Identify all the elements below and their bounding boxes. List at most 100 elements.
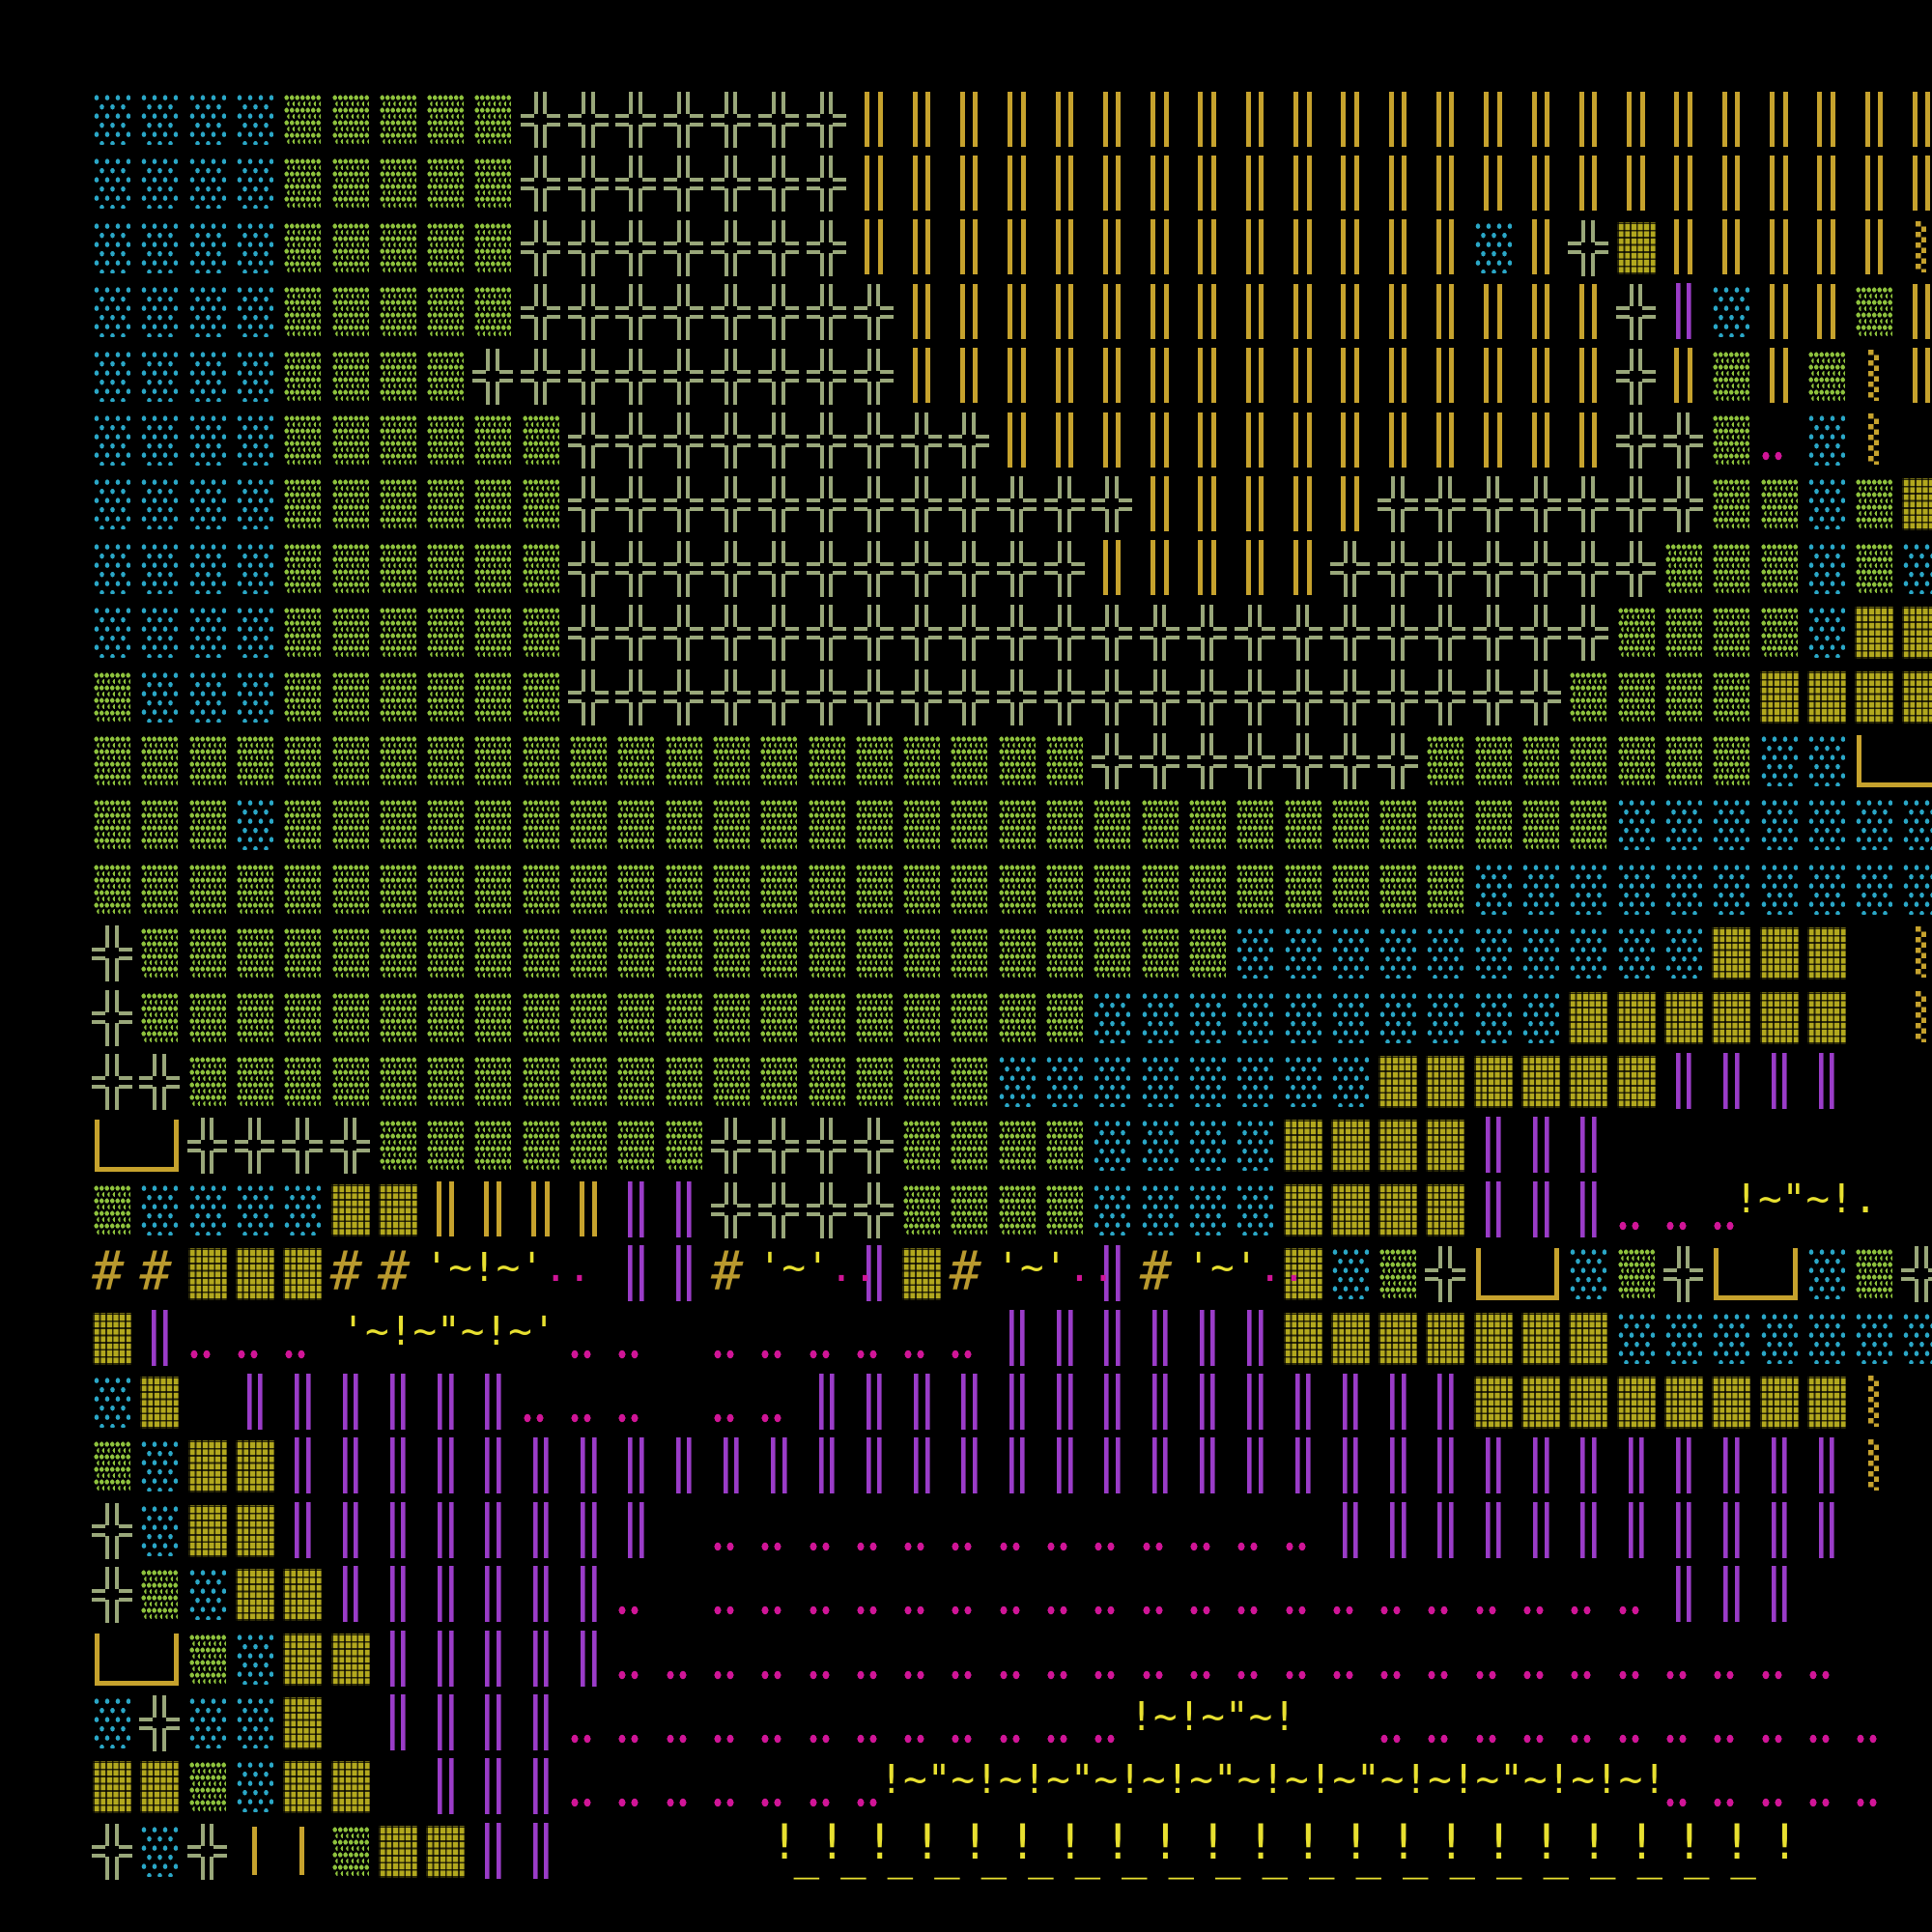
double-bar-purple bbox=[1708, 1049, 1756, 1114]
dot-pair-magenta bbox=[1851, 1690, 1899, 1755]
double-bar-purple bbox=[1232, 1305, 1280, 1370]
dense-shade-block-olive bbox=[93, 1761, 131, 1814]
medium-shade-block-green bbox=[379, 543, 416, 594]
double-bar-gold bbox=[1851, 151, 1899, 215]
medium-shade-block-green bbox=[522, 1057, 559, 1107]
light-shade-block-cyan bbox=[1236, 1184, 1274, 1236]
medium-shade-block-green bbox=[427, 222, 465, 273]
double-bar-gold bbox=[993, 343, 1041, 408]
zigzag-glyph bbox=[1868, 1439, 1880, 1492]
double-bar-gold bbox=[1375, 214, 1423, 280]
dot-pair-magenta bbox=[1612, 1177, 1661, 1242]
medium-shade-block-green bbox=[474, 1057, 512, 1107]
dense-shade-block-olive bbox=[1569, 1312, 1608, 1365]
double-bar-gold bbox=[1518, 214, 1566, 280]
double-bar-purple bbox=[374, 1690, 423, 1755]
dot-pair-magenta bbox=[1755, 1626, 1804, 1690]
dot-pair-magenta bbox=[850, 1754, 899, 1819]
dot-pair-magenta bbox=[803, 1690, 851, 1755]
dense-shade-block-olive bbox=[1855, 607, 1894, 660]
double-bar-purple bbox=[946, 1434, 994, 1498]
medium-shade-block-green bbox=[903, 1057, 941, 1107]
dot-pair-magenta bbox=[946, 1690, 994, 1755]
dense-shade-block-olive bbox=[1569, 1377, 1608, 1429]
medium-shade-block-green bbox=[1713, 351, 1750, 402]
dot-pair-magenta bbox=[1565, 1626, 1613, 1690]
medium-shade-block-green bbox=[1141, 800, 1179, 851]
light-shade-block-cyan bbox=[236, 1762, 273, 1813]
cup-glyph bbox=[1475, 1248, 1560, 1301]
double-bar-purple bbox=[1375, 1497, 1423, 1563]
medium-shade-block-green bbox=[1379, 1249, 1417, 1300]
medium-shade-block-green bbox=[570, 800, 607, 851]
medium-shade-block-green bbox=[808, 800, 845, 851]
double-bar-purple bbox=[1136, 1305, 1184, 1370]
dot-pair-magenta bbox=[1660, 1690, 1709, 1755]
medium-shade-block-green bbox=[1713, 608, 1750, 659]
double-bar-purple bbox=[660, 1241, 708, 1306]
zigzag-glyph bbox=[1868, 1376, 1880, 1427]
medium-shade-block-green bbox=[379, 864, 416, 915]
double-cross-glyph bbox=[1469, 664, 1518, 728]
medium-shade-block-green bbox=[998, 1184, 1036, 1236]
light-shade-block-cyan bbox=[236, 671, 273, 723]
double-cross-glyph bbox=[89, 921, 137, 985]
dot-pair-magenta bbox=[1089, 1690, 1137, 1755]
double-cross-glyph bbox=[946, 471, 994, 536]
double-bar-purple bbox=[1375, 1434, 1423, 1498]
light-shade-block-cyan bbox=[1760, 864, 1798, 915]
dot-pair-magenta bbox=[1136, 1562, 1184, 1627]
double-cross-glyph bbox=[517, 279, 565, 344]
double-cross-glyph bbox=[1326, 728, 1376, 793]
medium-shade-block-green bbox=[1664, 671, 1702, 723]
light-shade-block-cyan bbox=[1856, 864, 1893, 915]
double-bar-gold bbox=[1041, 214, 1090, 280]
double-bar-gold bbox=[1279, 471, 1327, 536]
dense-shade-block-olive bbox=[1759, 670, 1799, 724]
medium-shade-block-green bbox=[1617, 1249, 1655, 1300]
double-cross-glyph bbox=[1469, 535, 1518, 601]
double-cross-glyph bbox=[803, 1113, 851, 1178]
double-bar-purple bbox=[1469, 1177, 1518, 1242]
medium-shade-block-green bbox=[760, 800, 798, 851]
dot-pair-magenta bbox=[898, 1562, 947, 1627]
light-shade-block-cyan bbox=[1903, 1313, 1932, 1364]
medium-shade-block-green bbox=[474, 1121, 512, 1172]
double-cross-glyph bbox=[1089, 664, 1137, 728]
medium-shade-block-green bbox=[1046, 864, 1083, 915]
medium-shade-block-green bbox=[141, 864, 179, 915]
dot-pair-magenta bbox=[1469, 1562, 1518, 1627]
dot-pair-magenta bbox=[565, 1370, 613, 1435]
double-cross-glyph bbox=[612, 408, 661, 472]
hash-glyph: # bbox=[377, 1240, 411, 1304]
light-shade-block-cyan bbox=[188, 543, 226, 594]
light-shade-block-cyan bbox=[1807, 479, 1845, 530]
medium-shade-block-green bbox=[617, 864, 655, 915]
medium-shade-block-green bbox=[998, 992, 1036, 1043]
medium-shade-block-green bbox=[522, 671, 559, 723]
double-bar-gold bbox=[1565, 408, 1613, 472]
dot-run: .. bbox=[543, 1243, 592, 1291]
light-shade-block-cyan bbox=[1617, 1313, 1655, 1364]
dot-pair-magenta bbox=[946, 1497, 994, 1563]
double-bar-purple bbox=[1755, 1434, 1804, 1498]
medium-shade-block-green bbox=[474, 222, 512, 273]
double-cross-glyph bbox=[565, 408, 613, 472]
hash-glyph: # bbox=[139, 1240, 173, 1304]
double-bar-gold bbox=[1183, 343, 1233, 408]
zigzag-glyph bbox=[1916, 926, 1927, 979]
light-shade-block-cyan bbox=[141, 95, 179, 145]
double-bar-gold bbox=[1422, 343, 1470, 408]
double-cross-glyph bbox=[707, 1177, 756, 1242]
medium-shade-block-green bbox=[522, 864, 559, 915]
double-bar-gold bbox=[1232, 279, 1280, 344]
double-bar-purple bbox=[565, 1497, 613, 1563]
medium-shade-block-green bbox=[998, 864, 1036, 915]
double-bar-gold bbox=[1803, 87, 1852, 152]
double-bar-purple bbox=[469, 1434, 518, 1498]
light-shade-block-cyan bbox=[236, 95, 273, 145]
medium-shade-block-green bbox=[1094, 864, 1131, 915]
light-shade-block-cyan bbox=[1236, 992, 1274, 1043]
dot-pair-magenta bbox=[755, 1497, 804, 1563]
double-cross-glyph bbox=[660, 87, 708, 152]
